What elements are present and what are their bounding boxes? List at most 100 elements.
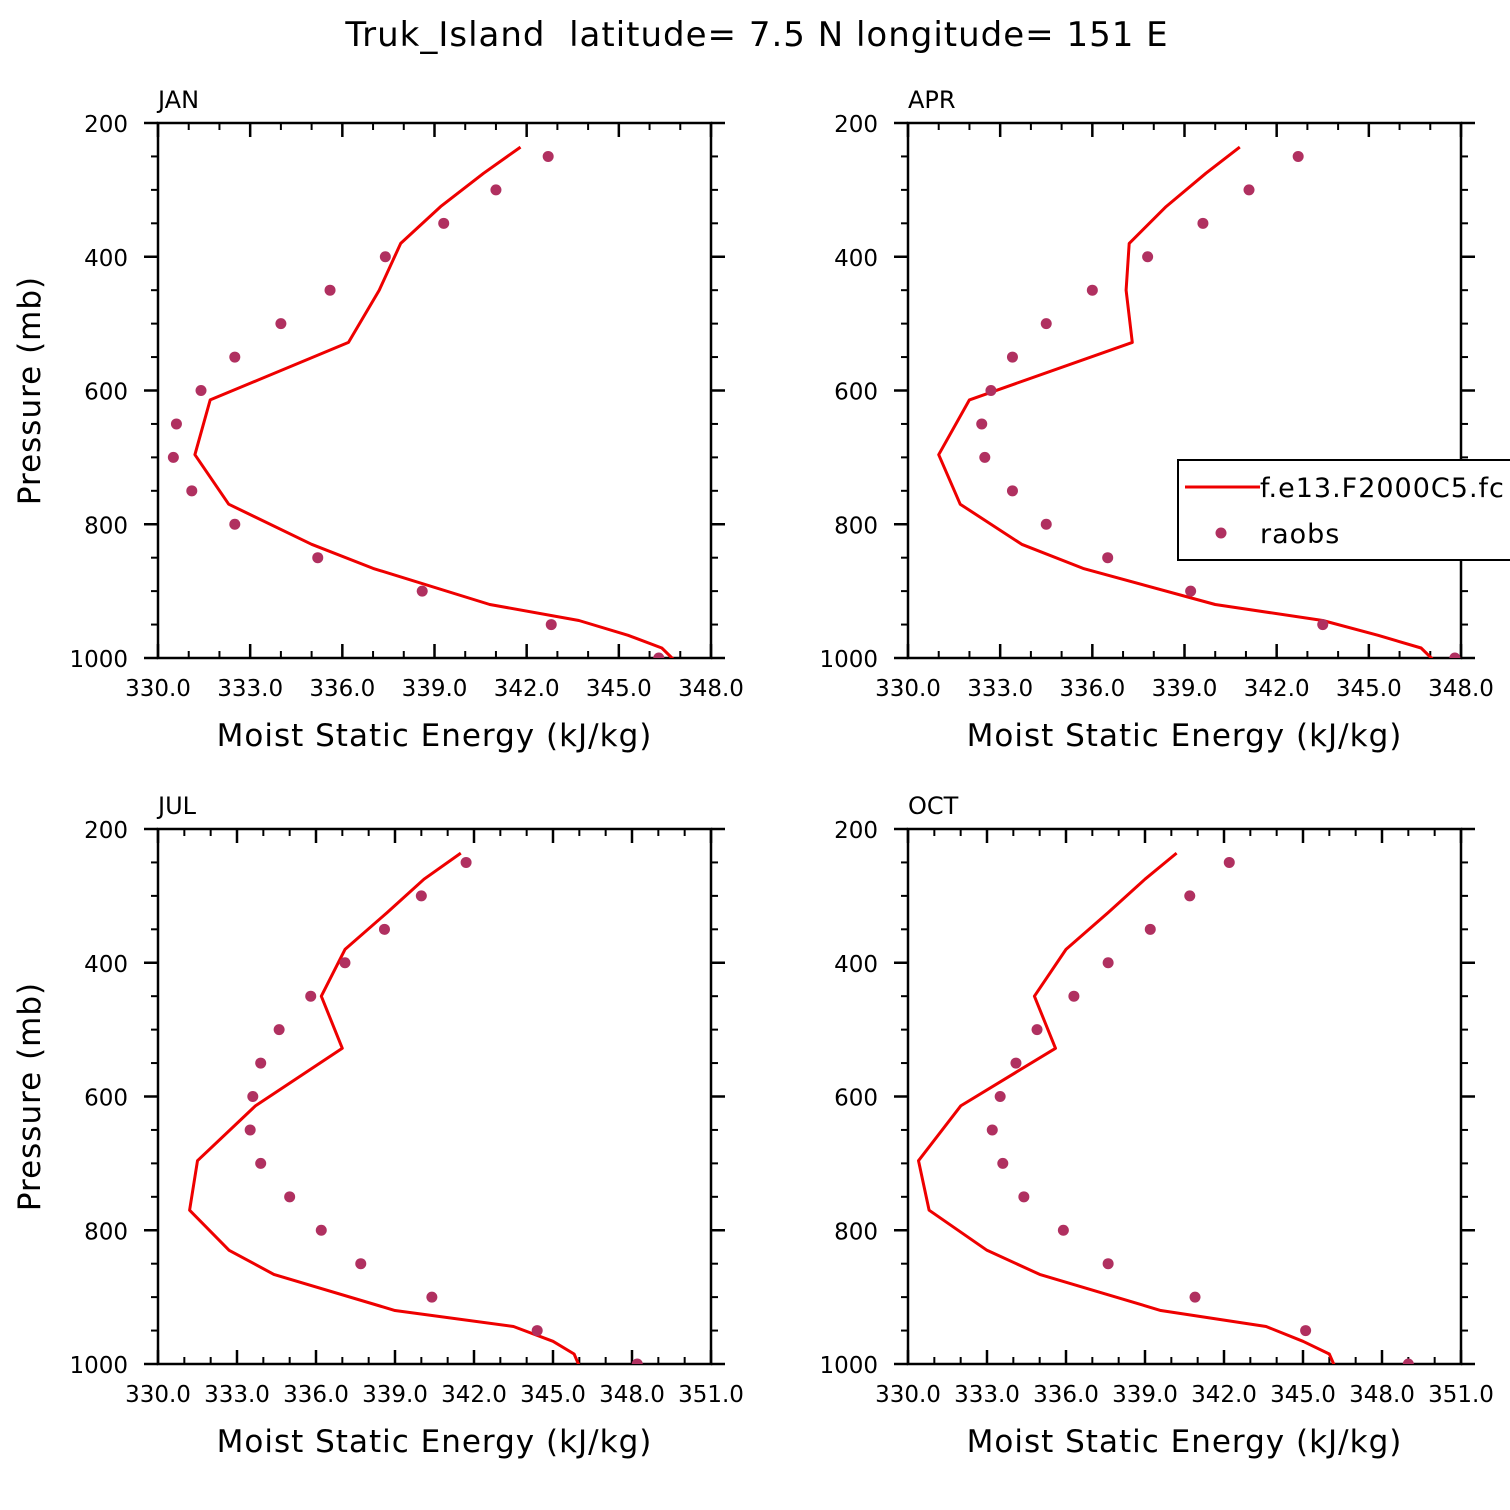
x-tick-label: 342.0 (441, 1382, 507, 1408)
raobs-point (985, 385, 997, 396)
x-tick-label: 345.0 (1336, 676, 1402, 702)
raobs-point (1040, 518, 1052, 530)
raobs-point (229, 351, 241, 363)
raobs-point (1102, 552, 1114, 564)
x-tick-label: 345.0 (520, 1382, 586, 1408)
x-tick-label: 339.0 (1112, 1382, 1178, 1408)
raobs-point (1057, 1224, 1069, 1236)
y-tick-label: 800 (84, 1219, 128, 1245)
x-tick-label: 336.0 (1059, 676, 1125, 702)
raobs-point (378, 923, 390, 935)
plot-frame (156, 121, 713, 660)
y-tick-label: 400 (84, 952, 128, 978)
y-tick-label: 1000 (819, 647, 878, 673)
raobs-point (284, 1191, 296, 1203)
legend-model-label: f.e13.F2000C5.fc (1260, 473, 1505, 504)
raobs-point (416, 585, 428, 597)
y-tick-label: 800 (84, 513, 128, 539)
legend: f.e13.F2000C5.fc raobs (1177, 459, 1510, 561)
y-axis-title: Pressure (mb) (12, 982, 48, 1211)
raobs-point (979, 451, 991, 463)
raobs-point (379, 251, 391, 263)
y-tick-label: 1000 (69, 647, 128, 673)
legend-marker-swatch (1215, 527, 1227, 539)
series-group (167, 145, 675, 658)
raobs-point (438, 217, 450, 229)
panel-label: JUL (156, 792, 197, 820)
y-tick-label: 200 (834, 112, 878, 138)
x-tick-label: 342.0 (1191, 1382, 1257, 1408)
raobs-point (170, 418, 182, 430)
x-tick-label: 348.0 (1428, 676, 1494, 702)
raobs-point (415, 890, 427, 902)
x-tick-label: 339.0 (402, 676, 468, 702)
x-tick-label: 330.0 (875, 676, 941, 702)
panels-group: JAN 330.0 333.0 336.0 339.0 342.0 345.0 348.0 20… (12, 86, 1510, 1460)
x-tick-label: 339.0 (362, 1382, 428, 1408)
raobs-point (244, 1124, 256, 1136)
y-tick-label: 200 (84, 112, 128, 138)
raobs-point (1102, 957, 1114, 969)
figure-title: Truk_Island latitude= 7.5 N longitude= 1… (344, 15, 1168, 55)
x-tick-label: 342.0 (494, 676, 560, 702)
raobs-point (195, 385, 207, 396)
y-tick-label: 1000 (819, 1353, 878, 1379)
raobs-point (255, 1157, 267, 1169)
raobs-point (631, 1358, 643, 1364)
raobs-point (1040, 318, 1052, 330)
x-tick-label: 330.0 (125, 1382, 191, 1408)
x-axis-title: Moist Static Energy (kJ/kg) (217, 718, 653, 754)
raobs-point (460, 856, 472, 868)
panel-jul: JUL 330.0 333.0 336.0 339.0 342.0 345.0 348.0 35… (12, 792, 744, 1460)
raobs-point (1006, 485, 1018, 497)
raobs-point (1317, 619, 1329, 631)
y-tick-label: 800 (834, 513, 878, 539)
raobs-point (976, 418, 988, 430)
model-profile-line (937, 145, 1434, 658)
x-tick-label: 348.0 (599, 1382, 665, 1408)
raobs-point (1102, 1258, 1114, 1270)
x-tick-label: 333.0 (204, 1382, 270, 1408)
raobs-point (1018, 1191, 1030, 1203)
raobs-point (339, 957, 351, 969)
raobs-point (1243, 184, 1255, 196)
x-tick-label: 330.0 (875, 1382, 941, 1408)
raobs-point (1300, 1325, 1312, 1337)
y-tick-label: 200 (834, 818, 878, 844)
y-tick-label: 1000 (69, 1353, 128, 1379)
x-axis-title: Moist Static Energy (kJ/kg) (217, 1424, 653, 1460)
panel-apr: APR 330.0 333.0 336.0 339.0 342.0 345.0 348.0 20… (819, 86, 1510, 754)
raobs-point (355, 1258, 367, 1270)
y-tick-label: 200 (84, 818, 128, 844)
y-tick-label: 600 (84, 380, 128, 406)
raobs-point (315, 1224, 327, 1236)
raobs-point (1086, 284, 1098, 296)
raobs-point (426, 1291, 438, 1303)
x-tick-label: 351.0 (1428, 1382, 1494, 1408)
x-tick-label: 330.0 (125, 676, 191, 702)
raobs-point (305, 990, 317, 1002)
raobs-point (1449, 652, 1461, 658)
x-tick-label: 351.0 (678, 1382, 744, 1408)
x-tick-label: 333.0 (217, 676, 283, 702)
series-group (188, 851, 643, 1364)
series-group (937, 145, 1461, 658)
raobs-point (1197, 217, 1209, 229)
raobs-point (1010, 1057, 1022, 1069)
raobs-point (653, 652, 665, 658)
raobs-point (1144, 923, 1156, 935)
x-tick-label: 345.0 (1270, 1382, 1336, 1408)
y-tick-label: 800 (834, 1219, 878, 1245)
x-axis-title: Moist Static Energy (kJ/kg) (967, 718, 1403, 754)
plot-frame (156, 827, 713, 1366)
y-axis-title: Pressure (mb) (12, 276, 48, 505)
raobs-point (167, 451, 179, 463)
x-tick-label: 348.0 (678, 676, 744, 702)
x-tick-label: 336.0 (309, 676, 375, 702)
raobs-point (273, 1024, 285, 1036)
raobs-point (1189, 1291, 1201, 1303)
y-tick-label: 600 (834, 1086, 878, 1112)
raobs-point (531, 1325, 543, 1337)
y-tick-label: 600 (834, 380, 878, 406)
raobs-point (1068, 990, 1080, 1002)
